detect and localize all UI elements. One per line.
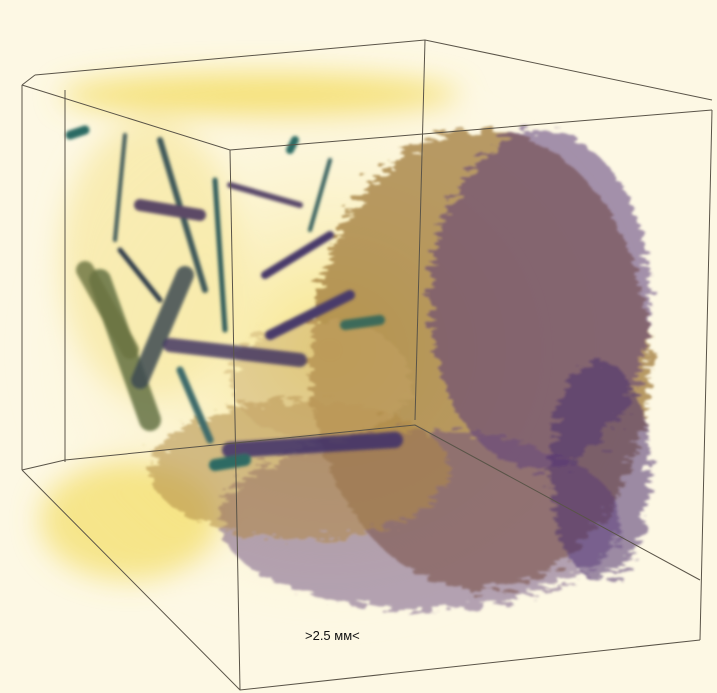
front-bottom-edge <box>21 469 701 691</box>
back-bottom-edge <box>64 424 701 581</box>
fibers <box>65 125 403 471</box>
edge <box>699 109 713 641</box>
edge <box>229 149 241 691</box>
edge <box>21 459 66 471</box>
bounding-box <box>21 39 713 691</box>
edge <box>414 39 426 421</box>
edge <box>21 74 36 86</box>
scale-label: >2.5 мм< <box>305 628 360 643</box>
